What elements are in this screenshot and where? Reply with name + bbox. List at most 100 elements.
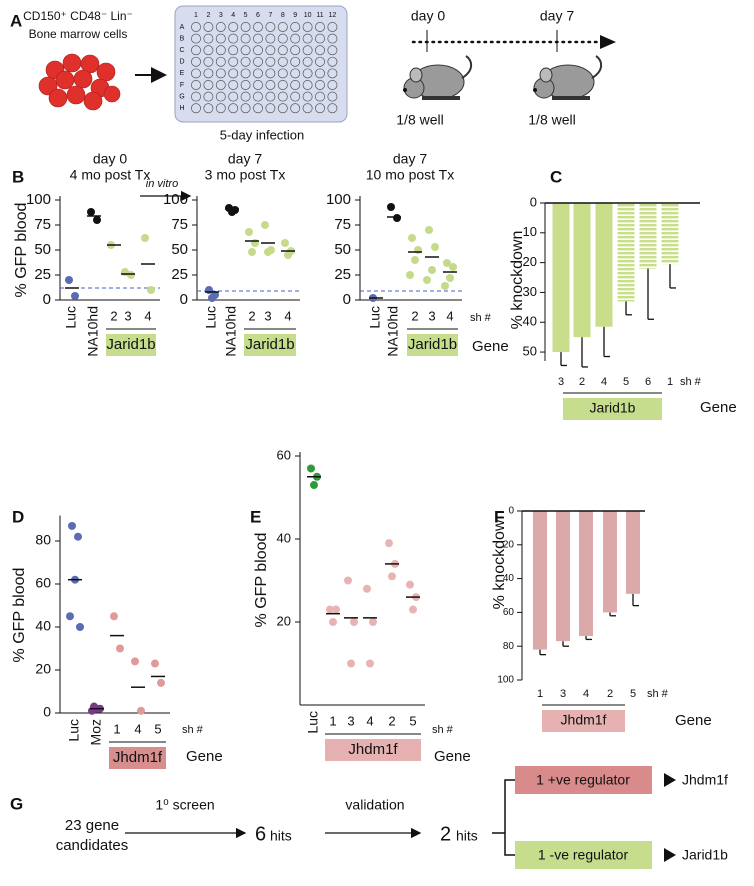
- data-point: [385, 539, 393, 548]
- well: [203, 45, 214, 56]
- y-tick-label: 60: [35, 575, 51, 591]
- y-tick-label: 60: [277, 447, 291, 462]
- data-point: [151, 659, 159, 668]
- bar: [556, 511, 570, 642]
- timeline-arrow: [600, 35, 616, 49]
- data-point: [157, 678, 165, 687]
- group-box: [109, 747, 166, 769]
- plate-row: G: [179, 93, 184, 100]
- category-label: 4: [144, 308, 151, 323]
- plate-column: 8: [281, 12, 285, 19]
- bar: [552, 203, 570, 353]
- category-label: 2: [110, 308, 117, 323]
- data-point: [87, 208, 95, 216]
- data-point: [71, 292, 79, 300]
- data-point: [446, 274, 454, 282]
- well: [240, 80, 251, 90]
- data-point: [248, 248, 256, 256]
- y-tick-label: 0: [508, 506, 514, 517]
- bar: [661, 203, 679, 265]
- group-box: [244, 334, 296, 356]
- y-tick-label: 75: [171, 216, 188, 233]
- data-point: [332, 605, 340, 614]
- dose-label: 1/8 well: [528, 112, 575, 128]
- flow-text: candidates: [56, 837, 129, 854]
- y-tick-label: 40: [503, 573, 515, 584]
- well: [327, 33, 338, 44]
- well: [265, 56, 276, 67]
- y-tick-label: 50: [523, 343, 537, 358]
- bar: [617, 203, 635, 302]
- data-point: [406, 271, 414, 279]
- y-tick-label: 100: [163, 191, 188, 208]
- dose-label: 1/8 well: [396, 112, 443, 128]
- data-point: [431, 243, 439, 251]
- well: [302, 80, 313, 90]
- flow-text: 23 gene: [65, 817, 119, 834]
- data-point: [137, 706, 145, 715]
- panel-label: E: [250, 507, 261, 526]
- bar: [573, 203, 591, 338]
- panel-label: G: [10, 794, 23, 813]
- data-point: [116, 644, 124, 653]
- well: [290, 80, 301, 90]
- well: [277, 91, 288, 102]
- data-point: [388, 572, 396, 581]
- category-label: 3: [347, 713, 354, 728]
- plate-row: F: [180, 82, 184, 89]
- data-point: [127, 271, 135, 279]
- plate-column: 12: [329, 12, 337, 19]
- well: [253, 68, 263, 79]
- data-point: [208, 294, 216, 302]
- data-point: [284, 251, 292, 259]
- y-tick-label: 100: [26, 191, 51, 208]
- bar: [533, 511, 547, 650]
- bracket: [492, 779, 515, 856]
- plate-row: A: [180, 24, 185, 31]
- data-point: [68, 521, 76, 530]
- well: [265, 45, 276, 56]
- flow-text: 6: [255, 823, 266, 845]
- data-point: [414, 246, 422, 254]
- category-label: 4: [284, 308, 291, 323]
- data-point: [245, 228, 253, 236]
- panel-label: B: [12, 167, 24, 186]
- data-point: [393, 214, 401, 222]
- plate-column: 2: [206, 12, 210, 19]
- sh-label: sh #: [647, 688, 669, 700]
- well: [277, 68, 288, 79]
- data-point: [147, 286, 155, 294]
- data-point: [76, 623, 84, 631]
- flow-text: 1⁰ screen: [155, 797, 214, 813]
- group-box: [106, 334, 156, 356]
- y-tick-label: 75: [334, 216, 351, 233]
- y-tick-label: 60: [503, 607, 515, 618]
- y-tick-label: 25: [171, 266, 188, 283]
- y-tick-label: 100: [326, 191, 351, 208]
- category-label: 2: [248, 308, 255, 323]
- data-point: [423, 276, 431, 284]
- y-tick-label: 30: [523, 284, 537, 299]
- group-label: Jarid1b: [408, 336, 457, 353]
- well: [315, 33, 325, 44]
- well: [203, 103, 214, 114]
- data-point: [307, 464, 315, 473]
- category-label: 2: [579, 376, 585, 388]
- well: [191, 80, 201, 90]
- y-tick-label: 10: [523, 224, 537, 239]
- regulator-box: [515, 766, 652, 794]
- plate-column: 5: [244, 12, 248, 19]
- data-point: [366, 659, 374, 668]
- well: [215, 80, 226, 90]
- well: [290, 45, 301, 56]
- plate-row: E: [180, 70, 185, 77]
- well: [302, 103, 313, 114]
- category-label: NA10hd: [223, 306, 239, 357]
- well: [302, 45, 313, 56]
- category-label: 5: [623, 376, 629, 388]
- category-label: 3: [264, 308, 271, 323]
- category-label: 4: [601, 376, 607, 388]
- group-label: Jhdm1f: [561, 712, 607, 728]
- y-tick-label: 50: [171, 241, 188, 258]
- category-label: 3: [560, 688, 566, 700]
